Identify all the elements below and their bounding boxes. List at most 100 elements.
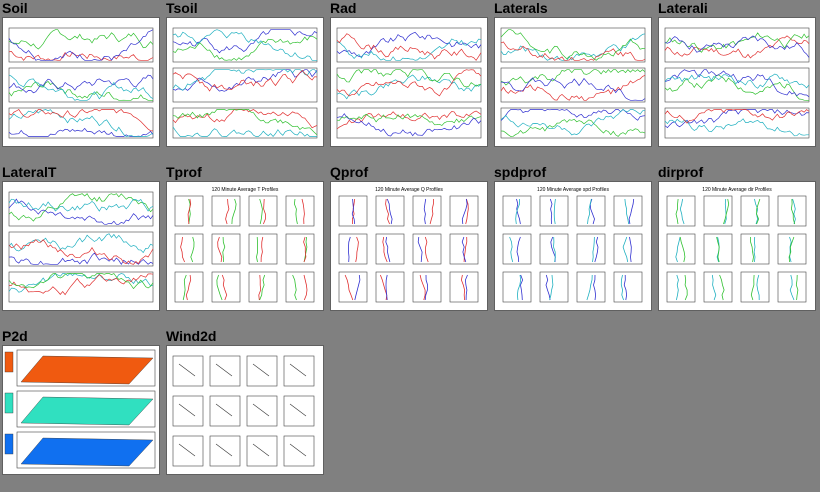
profile-line: [624, 198, 630, 225]
profile-panel-frame: [174, 233, 204, 265]
wind-vector: [289, 403, 307, 417]
thumb-link-soil[interactable]: [2, 17, 160, 147]
plot-panel-frame: [8, 67, 154, 103]
plot-image-laterals: [495, 18, 651, 146]
thumb-link-qprof[interactable]: 120 Minute Average Q Profiles: [330, 181, 488, 311]
profile-line: [679, 198, 685, 225]
profile-line: [594, 236, 599, 263]
profile-line: [187, 198, 192, 225]
profile-line: [263, 198, 266, 225]
profile-panel-frame: [576, 195, 606, 227]
profile-panel-frame: [211, 195, 241, 227]
plot-panel-frame: [664, 27, 810, 63]
profile-line: [419, 274, 426, 301]
thumb-cell-dirprof: dirprof 120 Minute Average dir Profiles: [656, 164, 816, 311]
map-panel-frame: [16, 431, 156, 469]
series-line: [336, 33, 482, 61]
series-line: [8, 239, 154, 265]
thumb-title-wind2d: Wind2d: [166, 328, 217, 344]
profile-line: [256, 236, 259, 263]
thumb-title-laterali: Laterali: [658, 0, 708, 16]
profile-line: [386, 198, 393, 225]
plot-background: [3, 18, 159, 146]
series-line: [8, 29, 154, 61]
profile-line: [684, 274, 688, 301]
wind-panel-frame: [283, 355, 315, 387]
profile-panel-frame: [375, 195, 405, 227]
plot-panel-frame: [172, 27, 318, 63]
profile-panel-frame: [285, 233, 315, 265]
profile-line: [260, 236, 264, 263]
profile-line: [553, 236, 556, 263]
thumb-link-laterals[interactable]: [494, 17, 652, 147]
profile-panel-frame: [666, 195, 696, 227]
series-line: [336, 74, 482, 100]
thumb-title-p2d: P2d: [2, 328, 28, 344]
profile-line: [723, 198, 730, 225]
thumb-link-tsoil[interactable]: [166, 17, 324, 147]
profile-line: [545, 274, 551, 301]
profile-line: [190, 236, 195, 263]
series-line: [8, 193, 154, 222]
profile-panel-frame: [248, 271, 278, 303]
profile-line: [259, 198, 263, 225]
profile-line: [348, 236, 351, 263]
series-line: [8, 127, 154, 137]
profile-line: [629, 236, 632, 263]
series-line: [172, 126, 317, 138]
colorbar: [4, 392, 14, 414]
profile-line: [750, 274, 755, 301]
series-line: [336, 69, 482, 97]
profile-line: [188, 198, 191, 225]
profile-line: [789, 236, 792, 263]
thumb-cell-spdprof: spdprof 120 Minute Average spd Profiles: [492, 164, 652, 311]
profile-line: [216, 274, 223, 301]
profile-line: [719, 274, 725, 301]
profile-line: [303, 236, 308, 263]
profile-line: [382, 236, 388, 263]
thumb-cell-laterals: Laterals: [492, 0, 652, 147]
profile-line: [622, 236, 629, 263]
wind-panel-frame: [209, 395, 241, 427]
profile-line: [292, 274, 297, 301]
profile-line: [592, 236, 595, 263]
series-line: [8, 198, 154, 212]
profile-line: [182, 274, 187, 301]
profile-panel-frame: [539, 271, 569, 303]
plot-panel-frame: [172, 107, 318, 139]
profile-line: [303, 274, 308, 301]
profile-panel-frame: [412, 195, 442, 227]
profile-line: [515, 198, 520, 225]
thumb-link-spdprof[interactable]: 120 Minute Average spd Profiles: [494, 181, 652, 311]
profile-line: [217, 236, 223, 263]
profile-panel-frame: [539, 195, 569, 227]
profile-line: [790, 198, 796, 225]
wind-vector: [215, 403, 233, 417]
profile-panel-frame: [248, 195, 278, 227]
series-line: [172, 69, 318, 92]
series-line: [664, 69, 810, 98]
profile-line: [756, 198, 761, 225]
wind-panel-frame: [209, 435, 241, 467]
plot-image-dirprof: 120 Minute Average dir Profiles: [659, 182, 815, 310]
wind-panel-frame: [246, 435, 278, 467]
profile-panel-frame: [539, 233, 569, 265]
thumb-title-laterals: Laterals: [494, 0, 548, 16]
thumb-link-tprof[interactable]: 120 Minute Average T Profiles: [166, 181, 324, 311]
thumb-link-rad[interactable]: [330, 17, 488, 147]
profile-panel-frame: [174, 195, 204, 227]
series-line: [172, 109, 318, 129]
series-line: [500, 109, 646, 136]
series-line: [336, 38, 482, 61]
series-line: [664, 109, 810, 124]
contour-fill: [20, 396, 154, 426]
thumb-link-dirprof[interactable]: 120 Minute Average dir Profiles: [658, 181, 816, 311]
thumb-link-laterali[interactable]: [658, 17, 816, 147]
profile-line: [628, 198, 635, 225]
thumb-link-p2d[interactable]: [2, 345, 160, 475]
series-line: [172, 109, 318, 136]
profile-line: [676, 274, 679, 301]
profile-panel-frame: [285, 195, 315, 227]
thumb-link-lateralt[interactable]: [2, 181, 160, 311]
thumb-link-wind2d[interactable]: [166, 345, 324, 475]
